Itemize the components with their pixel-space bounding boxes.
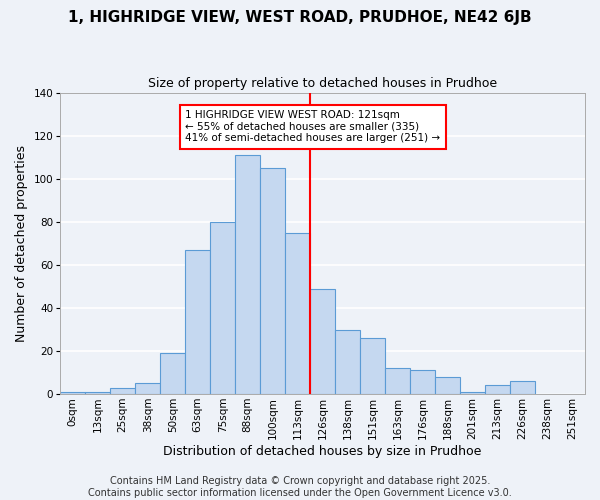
Bar xyxy=(310,288,335,394)
Bar xyxy=(335,330,360,394)
Bar xyxy=(60,392,85,394)
Bar xyxy=(210,222,235,394)
Bar xyxy=(185,250,210,394)
Bar xyxy=(435,377,460,394)
Y-axis label: Number of detached properties: Number of detached properties xyxy=(15,145,28,342)
Bar xyxy=(385,368,410,394)
Title: Size of property relative to detached houses in Prudhoe: Size of property relative to detached ho… xyxy=(148,78,497,90)
Bar xyxy=(285,233,310,394)
Text: 1 HIGHRIDGE VIEW WEST ROAD: 121sqm
← 55% of detached houses are smaller (335)
41: 1 HIGHRIDGE VIEW WEST ROAD: 121sqm ← 55%… xyxy=(185,110,440,144)
Text: Contains HM Land Registry data © Crown copyright and database right 2025.
Contai: Contains HM Land Registry data © Crown c… xyxy=(88,476,512,498)
Bar xyxy=(485,386,510,394)
Bar xyxy=(85,392,110,394)
Bar xyxy=(410,370,435,394)
Bar xyxy=(260,168,285,394)
Bar xyxy=(460,392,485,394)
Bar xyxy=(160,353,185,394)
Bar xyxy=(510,381,535,394)
Bar xyxy=(110,388,135,394)
Bar xyxy=(135,384,160,394)
Bar xyxy=(360,338,385,394)
Bar xyxy=(235,156,260,394)
Text: 1, HIGHRIDGE VIEW, WEST ROAD, PRUDHOE, NE42 6JB: 1, HIGHRIDGE VIEW, WEST ROAD, PRUDHOE, N… xyxy=(68,10,532,25)
X-axis label: Distribution of detached houses by size in Prudhoe: Distribution of detached houses by size … xyxy=(163,444,482,458)
